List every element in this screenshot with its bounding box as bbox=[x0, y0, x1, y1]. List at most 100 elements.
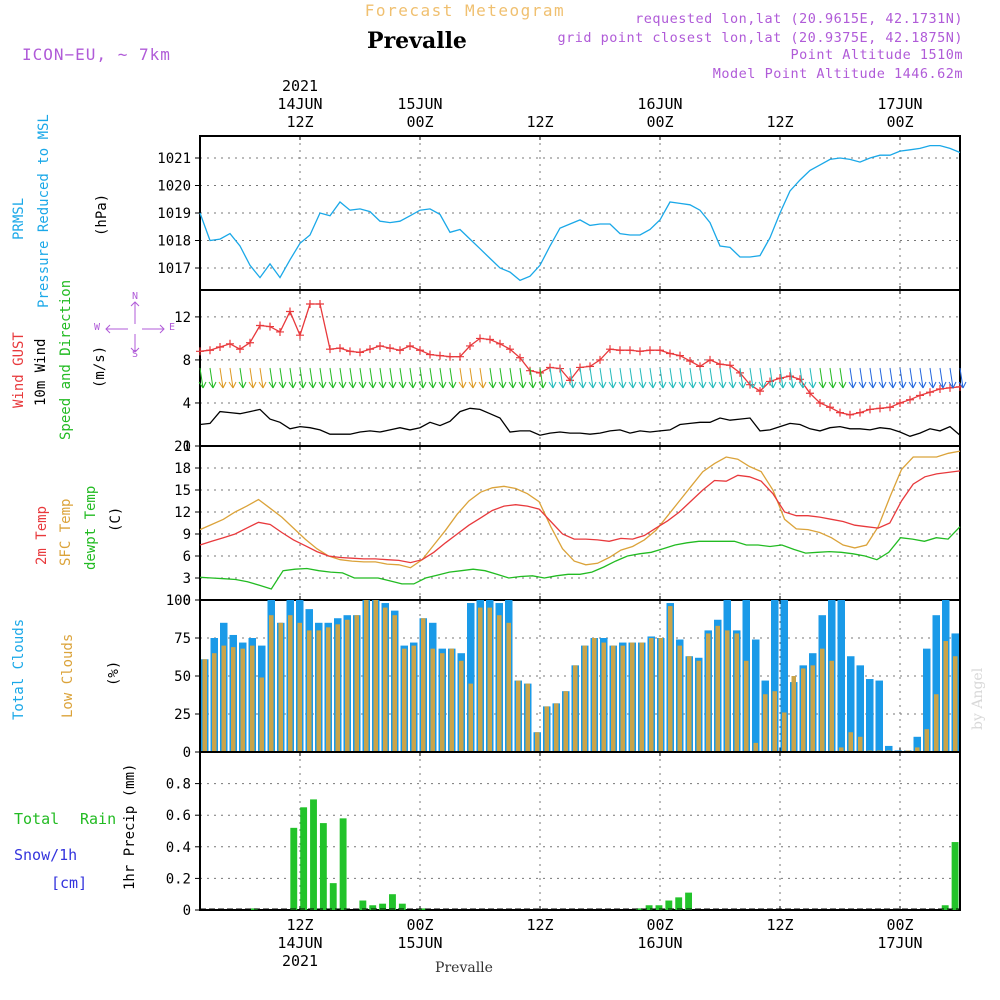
wind-direction-arrow bbox=[778, 367, 787, 389]
gust-marker bbox=[616, 346, 624, 355]
gust-marker bbox=[886, 403, 894, 412]
wind-direction-arrow bbox=[488, 367, 497, 389]
compass-west-label: W bbox=[94, 322, 101, 333]
precip-label: 1hr Precip (mm) bbox=[122, 764, 138, 890]
compass-arrows-icon bbox=[105, 301, 165, 353]
wind-direction-arrow bbox=[728, 367, 737, 389]
top-time-label: 12Z bbox=[526, 113, 553, 131]
low-cloud-bar bbox=[924, 729, 929, 752]
bottom-time-label: 00Z bbox=[886, 916, 913, 934]
gust-marker bbox=[366, 345, 374, 354]
gust-marker bbox=[286, 307, 294, 316]
gust-marker bbox=[396, 346, 404, 355]
bottom-time-label: 2021 bbox=[282, 952, 318, 970]
top-time-label: 15JUN bbox=[397, 95, 442, 113]
wind-direction-arrow bbox=[948, 367, 957, 389]
wind-direction-arrow bbox=[408, 367, 417, 389]
top-time-label: 17JUN bbox=[877, 95, 922, 113]
rain-bar bbox=[329, 883, 337, 910]
gust-marker bbox=[756, 387, 764, 396]
rain-bar bbox=[635, 908, 643, 910]
wind-direction-arrow bbox=[608, 367, 617, 389]
top-time-label: 00Z bbox=[886, 113, 913, 131]
y-tick-label: 0 bbox=[183, 593, 191, 609]
wind-direction-arrow bbox=[248, 367, 257, 389]
total-cloud-bar bbox=[932, 615, 940, 752]
low-cloud-bar bbox=[820, 648, 825, 752]
y-tick-label: 12 bbox=[174, 310, 191, 326]
gust-marker bbox=[196, 347, 204, 356]
gust-line bbox=[199, 303, 961, 416]
low-cloud-bar bbox=[240, 648, 245, 752]
station-title: Prevalle bbox=[367, 28, 467, 54]
temp-2m-line bbox=[199, 470, 961, 564]
low-cloud-bar bbox=[753, 742, 758, 752]
total-cloud-bar bbox=[752, 639, 760, 752]
gust-marker bbox=[856, 408, 864, 417]
wind-direction-arrow bbox=[518, 367, 527, 389]
low-cloud-bar bbox=[801, 668, 806, 752]
top-time-label: 00Z bbox=[646, 113, 673, 131]
wind-direction-arrow bbox=[198, 367, 207, 389]
wind-direction-arrow bbox=[698, 367, 707, 389]
wind-direction-arrow bbox=[458, 367, 467, 389]
total-cloud-bar bbox=[885, 745, 893, 752]
y-tick-label: 1021 bbox=[157, 151, 191, 167]
hpa-label: (hPa) bbox=[94, 194, 110, 236]
low-cloud-bar bbox=[345, 619, 350, 752]
wind-direction-arrow bbox=[318, 367, 327, 389]
wind-direction-arrow bbox=[958, 367, 967, 389]
low-cloud-bar bbox=[839, 747, 844, 752]
y-tick-label: 0 bbox=[183, 745, 191, 761]
low-cloud-bar bbox=[706, 633, 711, 752]
gust-marker bbox=[876, 404, 884, 413]
gust-marker bbox=[626, 346, 634, 355]
wind-direction-arrow bbox=[828, 367, 837, 389]
low-cloud-bar bbox=[506, 622, 511, 752]
prmsl-label: PRMSL bbox=[11, 198, 27, 240]
gust-marker bbox=[336, 344, 344, 353]
pressure-panel: 1017 1018 1019 1020 1021 bbox=[157, 135, 961, 291]
low-cloud-bar bbox=[915, 747, 920, 752]
rain-bar bbox=[359, 900, 367, 910]
low-cloud-bar bbox=[715, 625, 720, 752]
wind-direction-arrow bbox=[708, 367, 717, 389]
wind-gust-label: Wind GUST bbox=[11, 332, 27, 408]
low-cloud-bar bbox=[772, 691, 777, 752]
wind-direction-arrow bbox=[628, 367, 637, 389]
total-clouds-label: Total Clouds bbox=[11, 619, 27, 720]
panels: 1017101810191020102104812036912151821025… bbox=[157, 135, 967, 919]
y-tick-label: 0 bbox=[183, 903, 191, 919]
gust-marker bbox=[866, 405, 874, 414]
gust-marker bbox=[416, 346, 424, 355]
y-tick-label: 50 bbox=[174, 669, 191, 685]
wind-direction-arrow bbox=[228, 367, 237, 389]
wind-direction-arrow bbox=[898, 367, 907, 389]
gust-marker bbox=[686, 357, 694, 366]
wind-direction-arrow bbox=[238, 367, 247, 389]
model-altitude: Model Point Altitude 1446.62m bbox=[713, 66, 963, 82]
snow-label: Snow/1h bbox=[14, 846, 77, 864]
speed-direction-label: Speed and Direction bbox=[58, 280, 74, 440]
wind-direction-arrow bbox=[858, 367, 867, 389]
rain-bar bbox=[665, 900, 673, 910]
wind-direction-arrow bbox=[378, 367, 387, 389]
wind-compass: N S W E bbox=[94, 291, 175, 360]
y-tick-label: 0 bbox=[183, 439, 191, 455]
gust-marker bbox=[506, 345, 514, 354]
low-cloud-bar bbox=[297, 622, 302, 752]
wind-direction-arrow bbox=[658, 367, 667, 389]
pressure-msl-label: Pressure Reduced to MSL bbox=[36, 114, 52, 308]
rain-bar bbox=[319, 823, 327, 910]
wind-direction-arrow bbox=[528, 367, 537, 389]
rain-bar bbox=[379, 903, 387, 910]
wind-direction-arrow bbox=[388, 367, 397, 389]
total-cloud-bar bbox=[856, 665, 864, 752]
wind-direction-arrow bbox=[568, 367, 577, 389]
wind-direction-arrow bbox=[578, 367, 587, 389]
wind-direction-arrow bbox=[468, 367, 477, 389]
gust-marker bbox=[816, 398, 824, 407]
